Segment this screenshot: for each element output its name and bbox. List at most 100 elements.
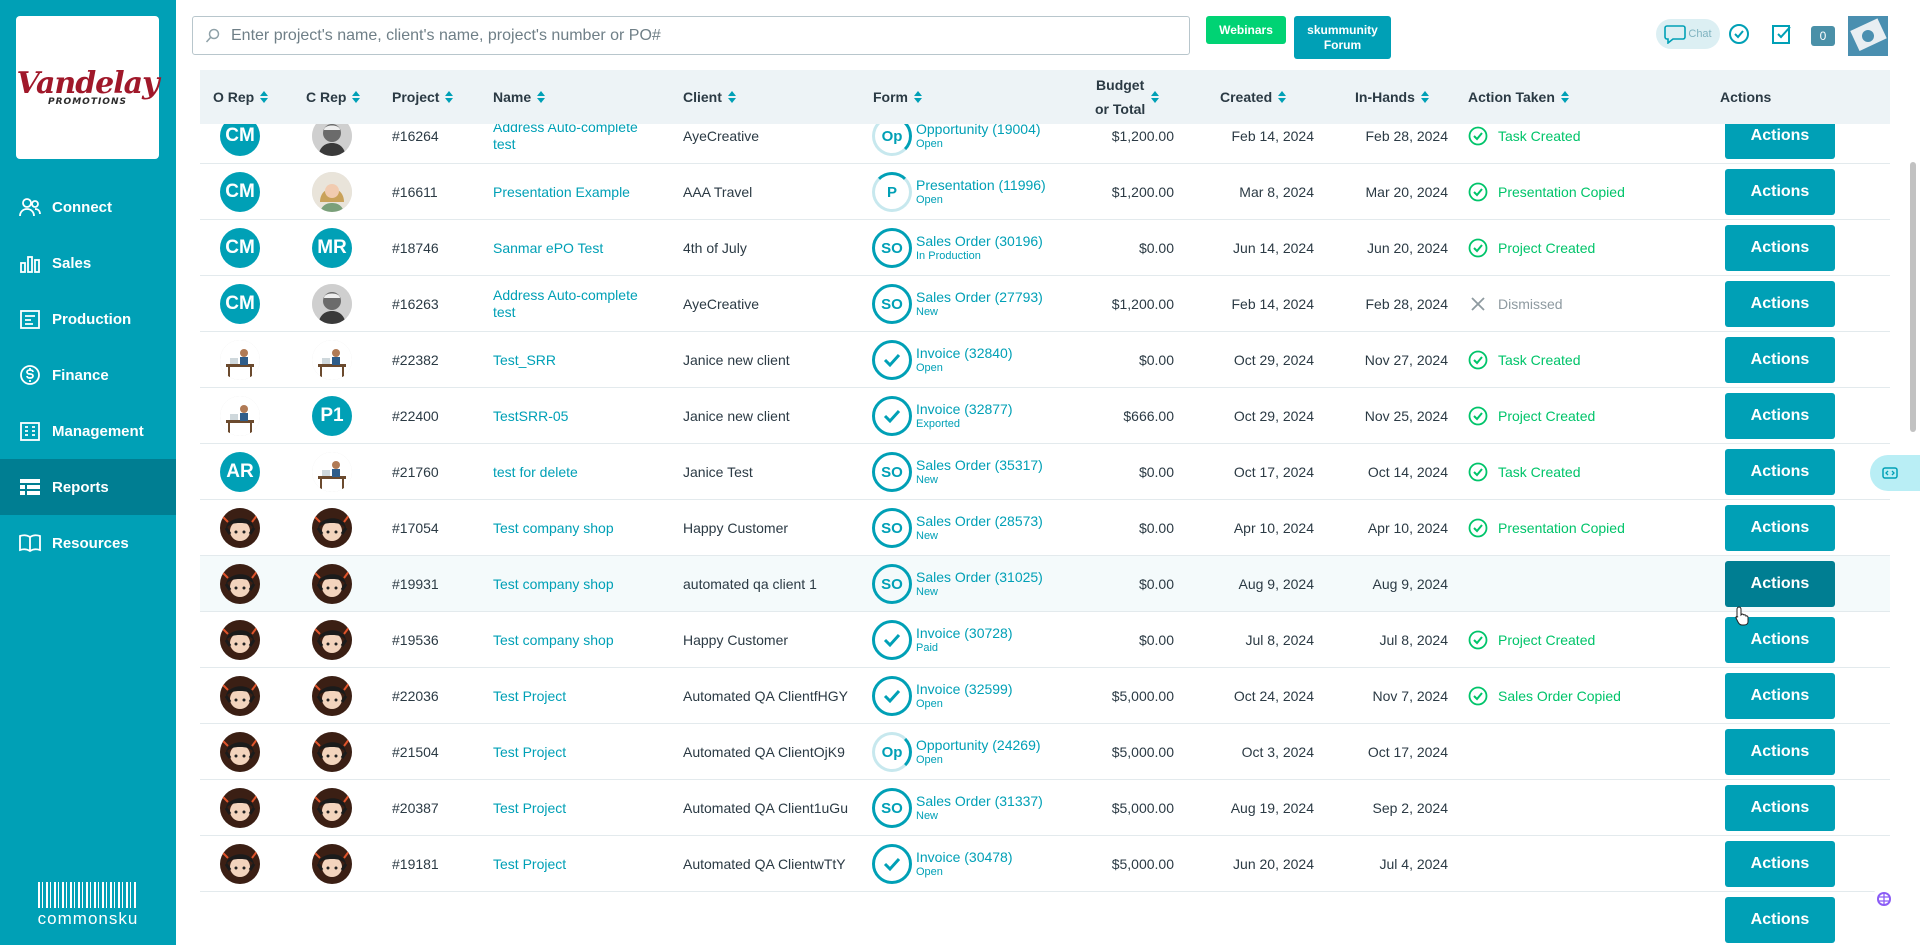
project-name-link[interactable]: Test_SRR <box>493 351 557 368</box>
forum-button[interactable]: skummunity Forum <box>1294 16 1391 59</box>
header-project[interactable]: Project <box>392 70 454 124</box>
project-name-link[interactable]: Address Auto-complete test <box>493 119 638 152</box>
actions-button[interactable]: Actions <box>1725 561 1835 607</box>
form-cell[interactable]: SO Sales Order (28573) New <box>872 500 1072 556</box>
notification-count[interactable]: 0 <box>1811 26 1835 46</box>
search-input[interactable] <box>231 26 1131 45</box>
form-cell[interactable]: SO Sales Order (27793) New <box>872 276 1072 332</box>
form-cell[interactable]: SO Sales Order (31025) New <box>872 556 1072 612</box>
rep-photo-avatar <box>312 564 352 604</box>
project-name-link[interactable]: test for delete <box>493 463 578 480</box>
actions-button[interactable]: Actions <box>1725 505 1835 551</box>
actions-button[interactable]: Actions <box>1725 225 1835 271</box>
project-name-link[interactable]: Test Project <box>493 743 567 760</box>
actions-button[interactable]: Actions <box>1725 393 1835 439</box>
form-cell[interactable]: Op Opportunity (24269) Open <box>872 724 1072 780</box>
assistant-brain-icon[interactable] <box>1870 885 1898 913</box>
form-cell[interactable]: Invoice (30728) Paid <box>872 612 1072 668</box>
actions-button[interactable]: Actions <box>1725 785 1835 831</box>
sidebar-item-connect[interactable]: Connect <box>0 179 176 235</box>
project-name-link[interactable]: TestSRR-05 <box>493 407 569 424</box>
sidebar-item-finance[interactable]: Finance <box>0 347 176 403</box>
form-link[interactable]: Invoice (32877) <box>916 401 1013 417</box>
task-icon[interactable] <box>1770 22 1794 46</box>
form-link[interactable]: Presentation (11996) <box>916 177 1046 193</box>
project-name-link[interactable]: Test company shop <box>493 631 614 648</box>
header-o-rep-label: O Rep <box>213 89 255 105</box>
budget-cell: $1,200.00 <box>1070 276 1174 332</box>
form-link[interactable]: Sales Order (28573) <box>916 513 1043 529</box>
sidebar-item-reports[interactable]: Reports <box>0 459 176 515</box>
header-client[interactable]: Client <box>683 70 736 124</box>
project-name-link[interactable]: Test company shop <box>493 575 614 592</box>
header-created[interactable]: Created <box>1220 70 1287 124</box>
side-widget-tab[interactable] <box>1870 455 1920 491</box>
actions-button[interactable]: Actions <box>1725 729 1835 775</box>
form-link[interactable]: Invoice (32840) <box>916 345 1013 361</box>
created-cell: Jul 8, 2024 <box>1200 612 1315 668</box>
actions-button[interactable]: Actions <box>1725 673 1835 719</box>
in-hands-date: Jul 4, 2024 <box>1379 856 1449 872</box>
form-link[interactable]: Invoice (32599) <box>916 681 1013 697</box>
header-budget[interactable]: Budget or Total <box>1095 70 1160 124</box>
form-cell[interactable]: Invoice (30478) Open <box>872 836 1072 892</box>
form-cell[interactable]: P Presentation (11996) Open <box>872 164 1072 220</box>
table-row: #19181 Test Project Automated QA ClientwTt… <box>200 836 1890 892</box>
form-cell[interactable]: Invoice (32877) Exported <box>872 388 1072 444</box>
actions-button[interactable]: Actions <box>1725 449 1835 495</box>
actions-button[interactable]: Actions <box>1725 169 1835 215</box>
sidebar-item-management[interactable]: Management <box>0 403 176 459</box>
actions-button[interactable]: Actions <box>1725 337 1835 383</box>
header-form[interactable]: Form <box>873 70 922 124</box>
header-o-rep[interactable]: O Rep <box>213 70 269 124</box>
form-link[interactable]: Opportunity (19004) <box>916 121 1041 137</box>
chat-button[interactable]: Chat <box>1656 19 1720 49</box>
company-logo[interactable]: Vandelay PROMOTIONS <box>16 16 160 159</box>
search-bar[interactable] <box>192 16 1190 55</box>
form-link[interactable]: Invoice (30478) <box>916 849 1013 865</box>
webinars-button[interactable]: Webinars <box>1206 16 1286 44</box>
project-name-link[interactable]: Test Project <box>493 799 567 816</box>
actions-button[interactable]: Actions <box>1725 617 1835 663</box>
budget-cell: $5,000.00 <box>1070 780 1174 836</box>
budget-total: $5,000.00 <box>1111 744 1174 760</box>
clock-check-icon[interactable] <box>1727 22 1751 46</box>
project-name-link[interactable]: Sanmar ePO Test <box>493 239 604 256</box>
form-link[interactable]: Sales Order (35317) <box>916 457 1043 473</box>
header-client-label: Client <box>683 89 722 105</box>
scrollbar-thumb[interactable] <box>1910 162 1916 432</box>
header-in-hands[interactable]: In-Hands <box>1355 70 1429 124</box>
form-link[interactable]: Opportunity (24269) <box>916 737 1041 753</box>
form-link[interactable]: Sales Order (30196) <box>916 233 1043 249</box>
form-link[interactable]: Sales Order (31337) <box>916 793 1043 809</box>
header-action-taken[interactable]: Action Taken <box>1468 70 1569 124</box>
form-cell[interactable]: SO Sales Order (35317) New <box>872 444 1072 500</box>
form-cell[interactable]: SO Sales Order (31337) New <box>872 780 1072 836</box>
form-link[interactable]: Invoice (30728) <box>916 625 1013 641</box>
created-cell: Aug 9, 2024 <box>1200 556 1314 612</box>
sidebar-item-production[interactable]: Production <box>0 291 176 347</box>
sidebar-item-sales[interactable]: Sales <box>0 235 176 291</box>
form-cell[interactable]: Invoice (32840) Open <box>872 332 1072 388</box>
actions-button[interactable]: Actions <box>1725 281 1835 327</box>
budget-cell: $666.00 <box>1070 388 1174 444</box>
form-cell[interactable]: Invoice (32599) Open <box>872 668 1072 724</box>
header-c-rep[interactable]: C Rep <box>306 70 361 124</box>
actions-button[interactable]: Actions <box>1725 897 1835 943</box>
user-avatar[interactable] <box>1848 16 1888 56</box>
project-name-link[interactable]: Test Project <box>493 855 567 872</box>
actions-button[interactable]: Actions <box>1725 841 1835 887</box>
form-link[interactable]: Sales Order (27793) <box>916 289 1043 305</box>
project-name-link[interactable]: Test Project <box>493 687 567 704</box>
project-name-link[interactable]: Address Auto-complete test <box>493 287 638 320</box>
form-link[interactable]: Sales Order (31025) <box>916 569 1043 585</box>
form-cell[interactable]: SO Sales Order (30196) In Production <box>872 220 1072 276</box>
sidebar-item-resources[interactable]: Resources <box>0 515 176 571</box>
header-name[interactable]: Name <box>493 70 546 124</box>
project-name-link[interactable]: Presentation Example <box>493 183 630 200</box>
action-taken-cell <box>1468 836 1698 892</box>
chat-bubble-icon <box>1664 25 1687 44</box>
project-name-cell: Address Auto-complete test <box>493 276 663 332</box>
rep-photo-avatar <box>220 340 260 380</box>
project-name-link[interactable]: Test company shop <box>493 519 614 536</box>
